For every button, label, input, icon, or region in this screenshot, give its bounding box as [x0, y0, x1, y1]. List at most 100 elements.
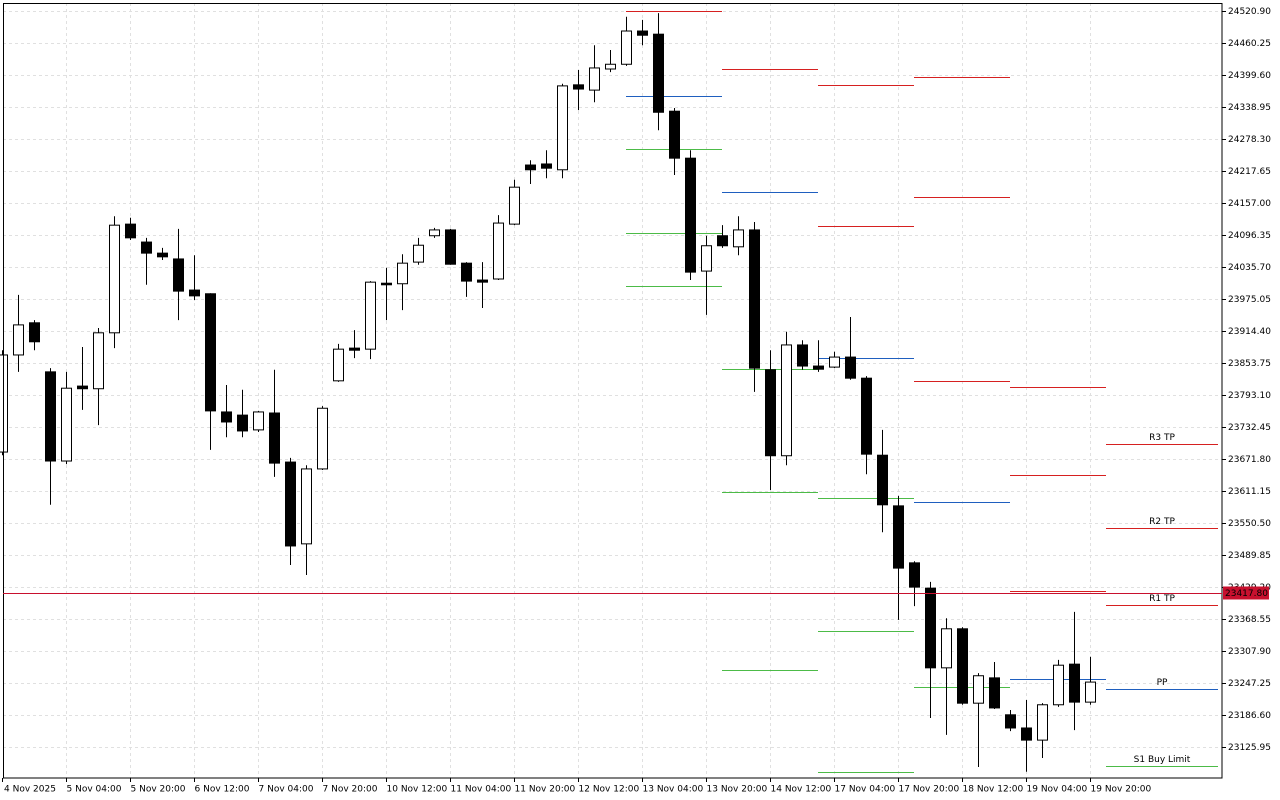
- candle-body: [1005, 714, 1016, 729]
- y-tick-label: 24035.70: [1228, 263, 1271, 273]
- x-tick-label: 17 Nov 04:00: [835, 785, 896, 795]
- candle-body: [477, 279, 488, 283]
- candle-body: [669, 110, 680, 159]
- candle-body: [509, 186, 520, 225]
- candle-body: [541, 163, 552, 169]
- current-price-label: 23417.80: [1225, 589, 1268, 599]
- y-tick-label: 23125.95: [1228, 743, 1271, 753]
- level-label: PP: [1157, 678, 1168, 688]
- x-tick-label: 18 Nov 12:00: [963, 785, 1024, 795]
- candle-body: [269, 412, 280, 464]
- candle-body: [1053, 664, 1064, 706]
- candle-body: [125, 223, 136, 239]
- y-tick-label: 23914.40: [1228, 327, 1271, 337]
- candle-body: [1037, 704, 1048, 741]
- candle-body: [253, 411, 264, 431]
- y-tick-label: 23186.60: [1228, 711, 1271, 721]
- candle-body: [93, 332, 104, 390]
- candle-body: [397, 262, 408, 285]
- y-tick-label: 23975.05: [1228, 295, 1271, 305]
- candle-body: [589, 67, 600, 91]
- candle-body: [429, 229, 440, 237]
- y-tick-label: 24278.30: [1228, 135, 1271, 145]
- y-tick-label: 23732.45: [1228, 423, 1271, 433]
- y-tick-label: 24399.60: [1228, 71, 1271, 81]
- level-label: R3 TP: [1149, 433, 1175, 443]
- candle-body: [797, 344, 808, 367]
- candle-body: [525, 164, 536, 171]
- y-tick-label: 24460.25: [1228, 39, 1271, 49]
- candle-body: [61, 387, 72, 462]
- candle-body: [301, 468, 312, 545]
- candle-body: [877, 454, 888, 506]
- candle-body: [909, 562, 920, 588]
- candle-body: [605, 63, 616, 70]
- candle-body: [285, 461, 296, 547]
- candle-body: [685, 157, 696, 273]
- candle-body: [973, 675, 984, 704]
- x-tick-label: 10 Nov 12:00: [387, 785, 448, 795]
- candle-body: [765, 369, 776, 457]
- x-tick-label: 19 Nov 04:00: [1027, 785, 1088, 795]
- candle-body: [237, 414, 248, 432]
- y-tick-label: 23853.75: [1228, 359, 1271, 369]
- y-tick-label: 23671.80: [1228, 455, 1271, 465]
- candle-body: [381, 282, 392, 286]
- y-tick-label: 24217.65: [1228, 167, 1271, 177]
- y-tick-label: 23307.90: [1228, 647, 1271, 657]
- candle-body: [365, 281, 376, 350]
- candle-body: [77, 385, 88, 390]
- candle-body: [749, 229, 760, 369]
- candle-body: [333, 348, 344, 382]
- level-label: R2 TP: [1149, 517, 1175, 527]
- candle-body: [893, 505, 904, 569]
- axes: 24520.90 24460.25 24399.60 24338.95 24278.30…: [2, 3, 1271, 795]
- candle-body: [109, 224, 120, 334]
- x-tick-label: 11 Nov 04:00: [451, 785, 512, 795]
- candle-body: [557, 85, 568, 171]
- candle-body: [957, 628, 968, 704]
- candle-body: [925, 587, 936, 669]
- candle-body: [45, 371, 56, 462]
- y-tick-label: 23793.10: [1228, 391, 1271, 401]
- candle-body: [829, 356, 840, 368]
- y-tick-label: 24338.95: [1228, 103, 1271, 113]
- candle-body: [317, 407, 328, 470]
- candle-body: [1085, 681, 1096, 703]
- candle-body: [413, 244, 424, 263]
- plot-frame: [3, 3, 1223, 779]
- candle-body: [141, 241, 152, 254]
- level-label: R1 TP: [1149, 594, 1175, 604]
- x-tick-label: 4 Nov 2025: [4, 785, 56, 795]
- y-tick-label: 23247.25: [1228, 679, 1271, 689]
- candle-body: [941, 628, 952, 669]
- candle-body: [461, 262, 472, 282]
- candle-body: [493, 222, 504, 280]
- candle-body: [813, 365, 824, 370]
- x-tick-label: 5 Nov 04:00: [67, 785, 122, 795]
- candle-body: [653, 33, 664, 113]
- candle-body: [349, 347, 360, 351]
- candle-body: [157, 252, 168, 258]
- candle-body: [189, 289, 200, 297]
- x-tick-label: 13 Nov 20:00: [707, 785, 768, 795]
- x-tick-label: 11 Nov 20:00: [515, 785, 576, 795]
- x-tick-label: 19 Nov 20:00: [1091, 785, 1152, 795]
- y-tick-label: 24096.35: [1228, 231, 1271, 241]
- grid: [3, 3, 1222, 778]
- x-tick-label: 12 Nov 12:00: [579, 785, 640, 795]
- candle-body: [29, 322, 40, 343]
- candle-body: [173, 258, 184, 292]
- x-tick-label: 13 Nov 04:00: [643, 785, 704, 795]
- candles: [0, 13, 1096, 772]
- x-tick-label: 17 Nov 20:00: [899, 785, 960, 795]
- candle-body: [205, 293, 216, 412]
- x-tick-label: 7 Nov 20:00: [323, 785, 378, 795]
- candle-body: [573, 84, 584, 90]
- y-tick-label: 24157.00: [1228, 199, 1271, 209]
- candle-body: [621, 30, 632, 65]
- candle-body: [701, 245, 712, 272]
- candle-body: [781, 344, 792, 457]
